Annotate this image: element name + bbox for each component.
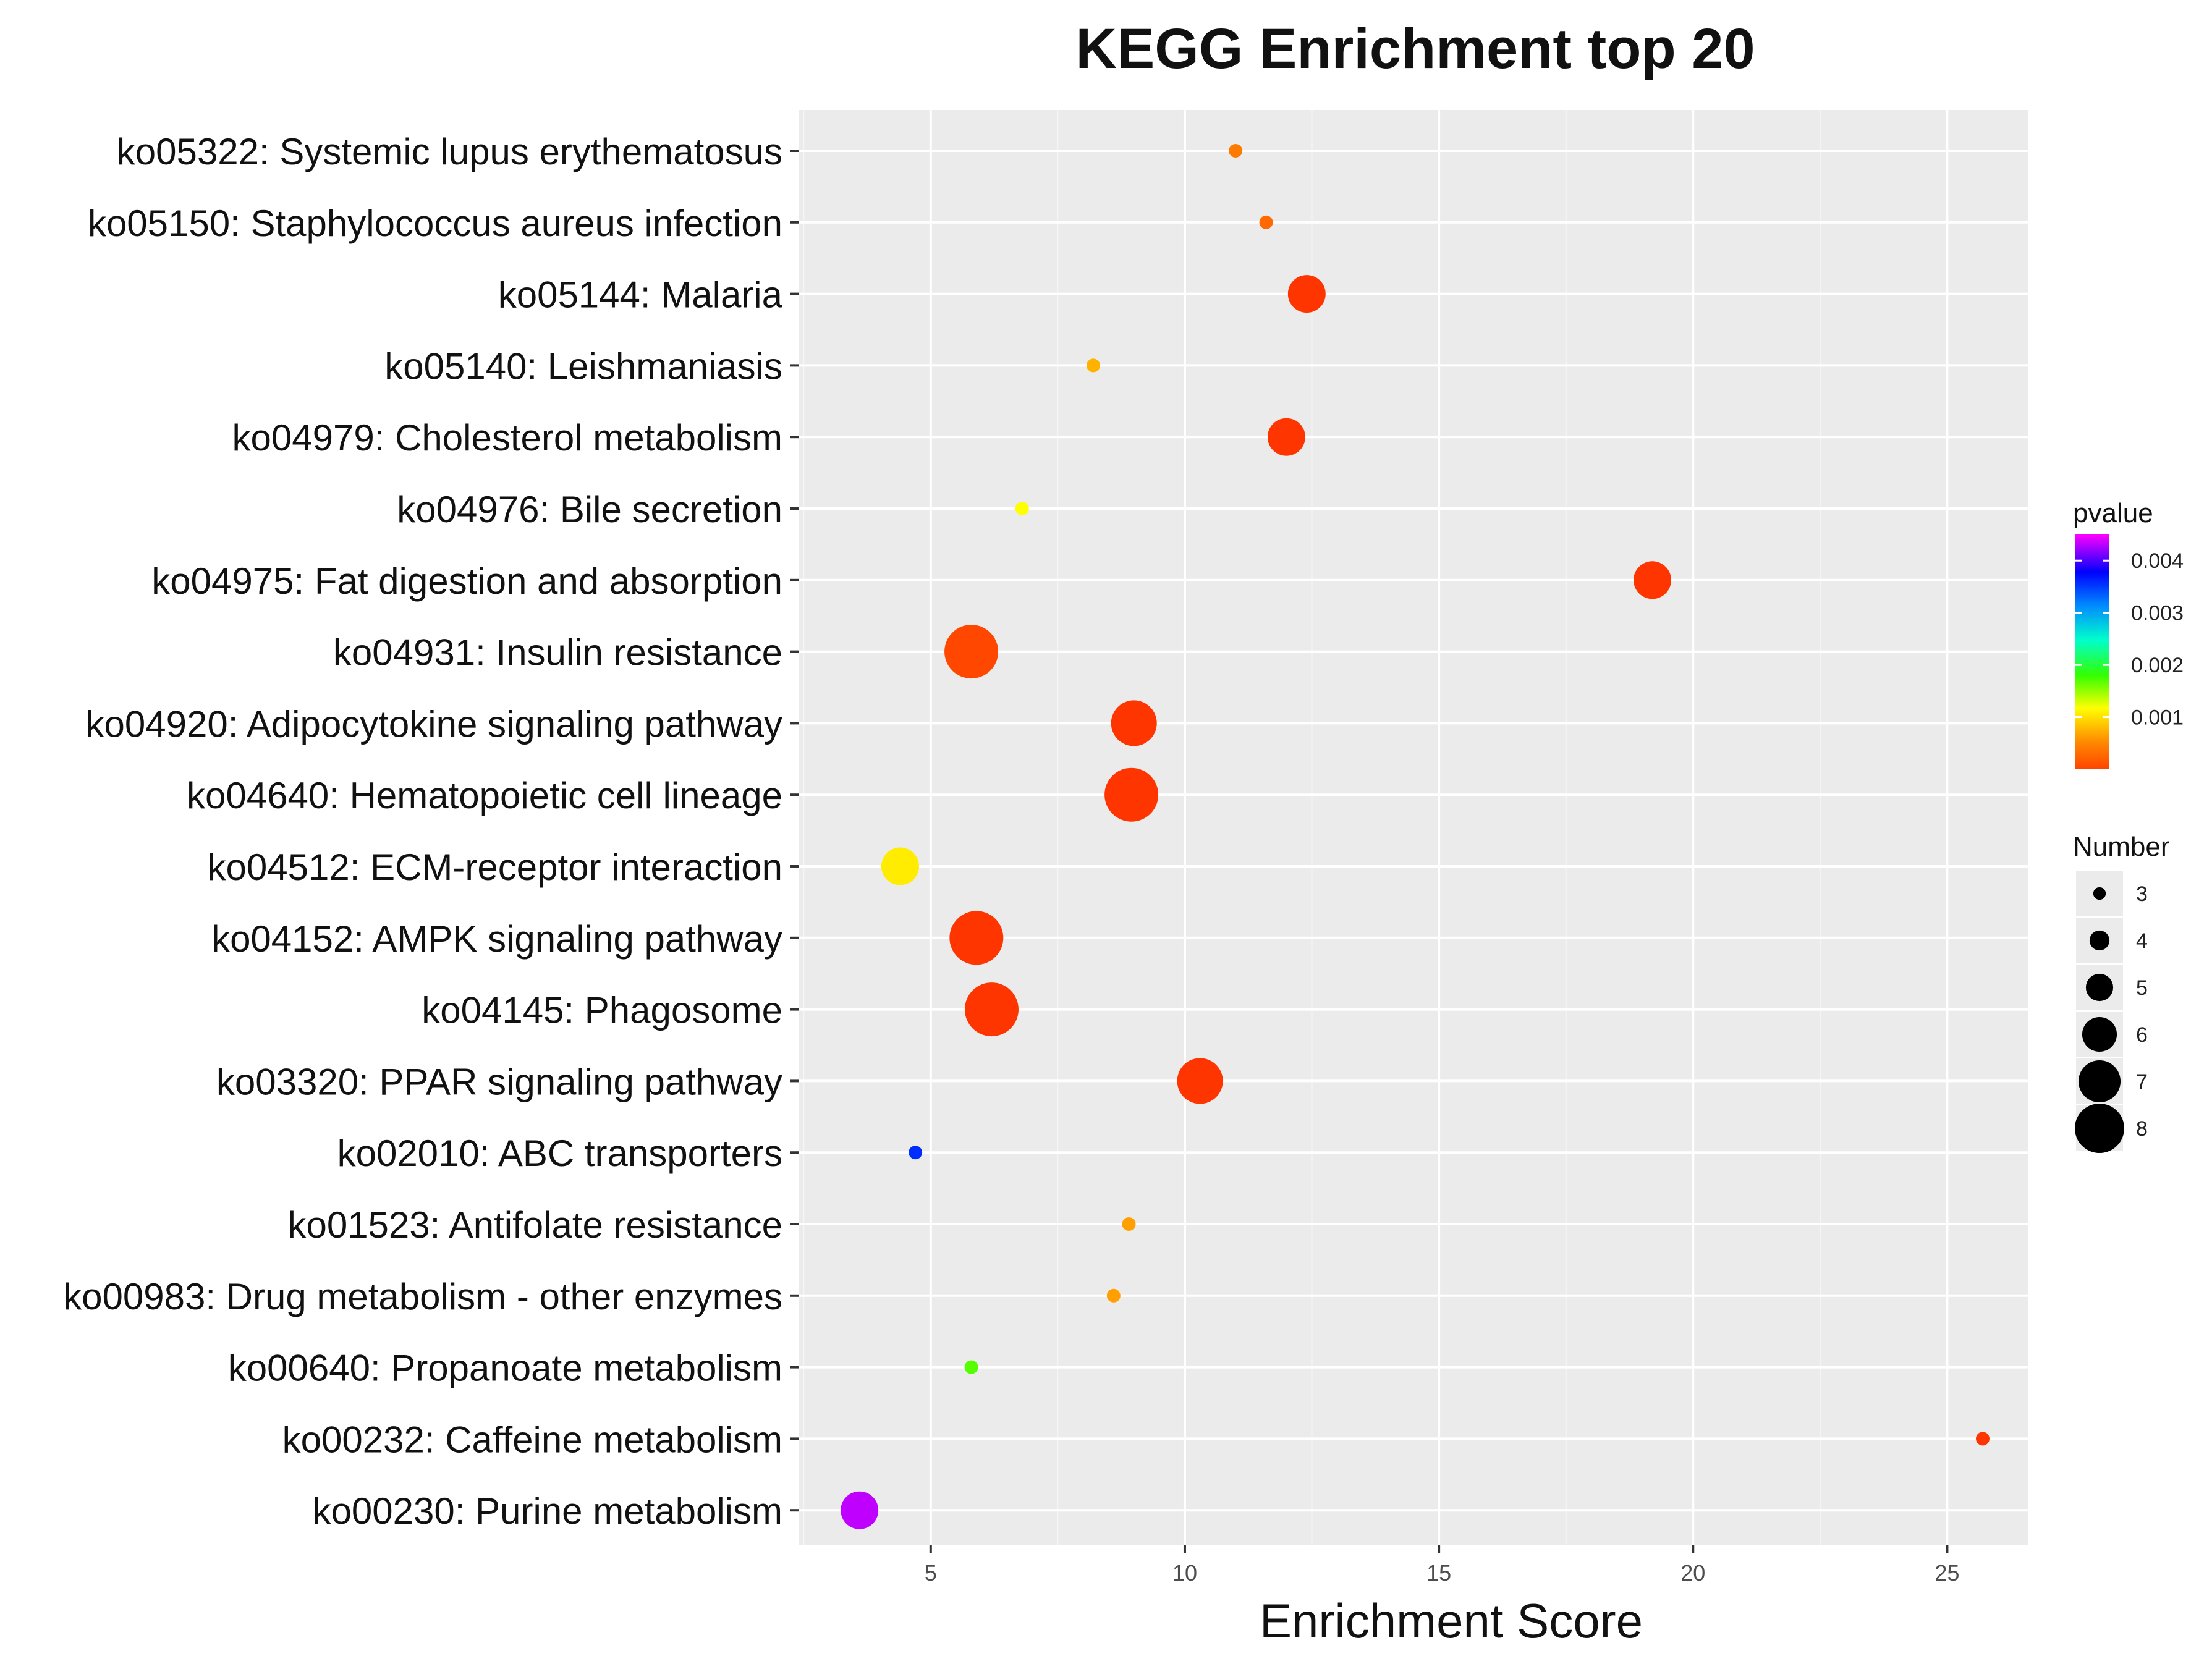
data-point bbox=[1267, 418, 1305, 456]
number-legend-label: 7 bbox=[2136, 1070, 2148, 1094]
data-points bbox=[841, 144, 1990, 1529]
grid-layer bbox=[799, 110, 2028, 1545]
y-tick-label: ko03320: PPAR signaling pathway bbox=[216, 1061, 782, 1102]
number-legend-dot bbox=[2089, 930, 2110, 951]
y-tick-label: ko00983: Drug metabolism - other enzymes bbox=[63, 1276, 782, 1317]
y-tick-label: ko05144: Malaria bbox=[498, 274, 783, 316]
y-tick-label: ko04512: ECM-receptor interaction bbox=[208, 847, 782, 888]
data-point bbox=[1975, 1432, 1990, 1446]
number-legend: Number 3 4 5 6 7 8 bbox=[2073, 832, 2170, 1154]
pvalue-legend-ticks: 0.004 0.003 0.002 0.001 bbox=[2075, 549, 2184, 730]
data-point bbox=[1106, 1288, 1121, 1303]
pvalue-tick-label: 0.002 bbox=[2131, 654, 2184, 677]
x-tick-label: 15 bbox=[1426, 1560, 1451, 1586]
y-tick-label: ko04931: Insulin resistance bbox=[333, 632, 782, 674]
x-axis-ticks: 5 10 15 20 25 bbox=[925, 1545, 1959, 1586]
pvalue-legend: pvalue 0.004 0.003 0.002 0.001 bbox=[2073, 498, 2184, 769]
y-tick-label: ko05322: Systemic lupus erythematosus bbox=[117, 131, 782, 172]
y-tick-label: ko04920: Adipocytokine signaling pathway bbox=[86, 703, 782, 745]
data-point bbox=[944, 625, 999, 679]
y-tick-label: ko04152: AMPK signaling pathway bbox=[211, 918, 782, 960]
pvalue-tick-label: 0.003 bbox=[2131, 602, 2184, 625]
data-point bbox=[1122, 1217, 1136, 1231]
y-tick-label: ko01523: Antifolate resistance bbox=[287, 1204, 782, 1246]
number-legend-label: 6 bbox=[2136, 1023, 2148, 1047]
number-legend-dot bbox=[2074, 1103, 2125, 1154]
y-tick-label: ko02010: ABC transporters bbox=[337, 1133, 782, 1174]
x-tick-label: 5 bbox=[925, 1560, 937, 1586]
y-tick-label: ko04640: Hematopoietic cell lineage bbox=[187, 775, 782, 816]
y-tick-label: ko05140: Leishmaniasis bbox=[384, 345, 782, 387]
pvalue-tick-label: 0.004 bbox=[2131, 549, 2184, 573]
data-point bbox=[1229, 144, 1243, 158]
pvalue-colorbar bbox=[2075, 534, 2109, 769]
y-tick-label: ko04975: Fat digestion and absorption bbox=[151, 560, 782, 602]
number-legend-dot bbox=[2093, 887, 2106, 900]
number-legend-items: 3 4 5 6 7 8 bbox=[2074, 869, 2148, 1154]
pvalue-legend-title: pvalue bbox=[2073, 498, 2153, 528]
y-tick-label: ko04979: Cholesterol metabolism bbox=[232, 417, 782, 458]
data-point bbox=[841, 1491, 879, 1529]
number-legend-label: 3 bbox=[2136, 882, 2148, 906]
data-point bbox=[1104, 767, 1159, 822]
data-point bbox=[1111, 700, 1157, 746]
data-point bbox=[1015, 502, 1029, 515]
number-legend-title: Number bbox=[2073, 832, 2170, 862]
data-point bbox=[964, 1360, 978, 1374]
number-legend-dot bbox=[2078, 1060, 2121, 1103]
x-tick-label: 25 bbox=[1934, 1560, 1959, 1586]
data-point bbox=[1287, 275, 1326, 313]
data-point bbox=[964, 982, 1019, 1037]
number-legend-label: 4 bbox=[2136, 929, 2148, 953]
data-point bbox=[881, 847, 919, 885]
x-axis-title: Enrichment Score bbox=[1260, 1594, 1643, 1648]
y-tick-label: ko05150: Staphylococcus aureus infection bbox=[88, 203, 782, 244]
y-tick-label: ko04976: Bile secretion bbox=[397, 489, 782, 530]
y-tick-label: ko00232: Caffeine metabolism bbox=[282, 1419, 782, 1460]
data-point bbox=[1633, 561, 1671, 599]
number-legend-label: 5 bbox=[2136, 976, 2148, 1000]
x-tick-label: 20 bbox=[1680, 1560, 1705, 1586]
number-legend-dot bbox=[2082, 1016, 2117, 1052]
y-tick-label: ko04145: Phagosome bbox=[422, 990, 782, 1031]
y-tick-label: ko00230: Purine metabolism bbox=[313, 1490, 782, 1532]
plot-panel bbox=[799, 110, 2028, 1545]
data-point bbox=[949, 911, 1004, 965]
data-point bbox=[1259, 215, 1273, 229]
number-legend-label: 8 bbox=[2136, 1117, 2148, 1141]
chart-title: KEGG Enrichment top 20 bbox=[1075, 17, 1755, 80]
x-tick-label: 10 bbox=[1172, 1560, 1197, 1586]
y-tick-label: ko00640: Propanoate metabolism bbox=[228, 1348, 782, 1389]
data-point bbox=[1177, 1058, 1223, 1104]
data-point bbox=[1086, 358, 1100, 373]
pvalue-tick-label: 0.001 bbox=[2131, 706, 2184, 730]
number-legend-dot bbox=[2085, 973, 2114, 1002]
data-point bbox=[909, 1146, 923, 1160]
y-axis-labels: ko05322: Systemic lupus erythematosus ko0… bbox=[63, 131, 799, 1532]
